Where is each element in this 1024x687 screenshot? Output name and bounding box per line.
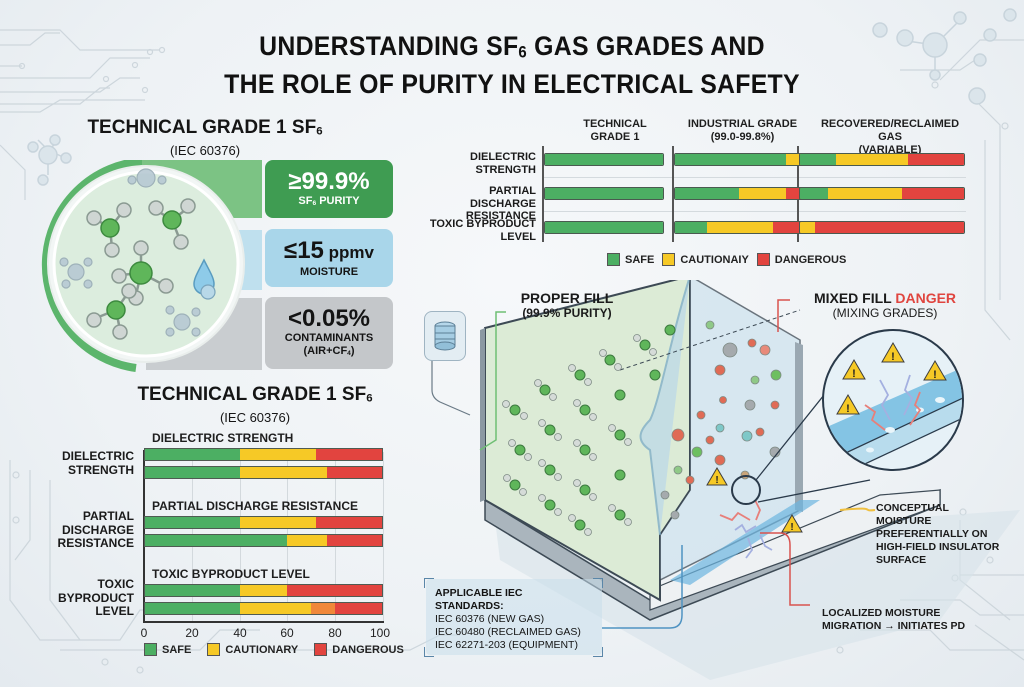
comparison-row-toxic: TOXIC BYPRODUCT LEVEL (429, 218, 536, 243)
chart-bar-toxic-1 (144, 584, 383, 597)
chart-label-partial-discharge: PARTIAL DISCHARGE RESISTANCE (57, 509, 134, 550)
comparison-row-partial-discharge: PARTIAL DISCHARGE RESISTANCE (465, 185, 536, 222)
standard-item: IEC 60376 (NEW GAS) (435, 613, 545, 625)
svg-text:!: ! (846, 403, 850, 415)
svg-text:!: ! (790, 522, 793, 533)
box-corner (593, 647, 603, 657)
legend-caution-swatch (207, 643, 221, 656)
bar-tg1-partial-discharge (544, 187, 664, 200)
chart-bar-partial-discharge-2 (144, 534, 383, 547)
comparison-row-dielectric: DIELECTRIC STRENGTH (470, 151, 536, 176)
comparison-legend: SAFE CAUTIONAIY DANGEROUS (607, 253, 846, 266)
chart-group-title-dielectric: DIELECTRIC STRENGTH (152, 431, 294, 445)
molecule-circle-graphic (41, 160, 262, 372)
comparison-column-recovered-gas: RECOVERED/RECLAIMED GAS (VARIABLE) (820, 118, 960, 156)
chart-bar-dielectric-1 (144, 448, 383, 461)
gas-cylinder-icon-frame (424, 311, 466, 361)
bar-recovered-partial-discharge (799, 187, 965, 200)
bar-tg1-toxic (544, 221, 664, 234)
x-tick: 80 (328, 626, 342, 640)
comparison-axis (542, 146, 544, 242)
legend-safe-swatch (144, 643, 157, 656)
bar-industrial-partial-discharge (674, 187, 810, 200)
x-tick: 20 (185, 626, 199, 640)
bar-industrial-dielectric (674, 153, 810, 166)
iec-standards-box: APPLICABLE IEC STANDARDS: IEC 60376 (NEW… (426, 579, 602, 655)
bottom-chart-standard: (IEC 60376) (219, 409, 291, 425)
x-tick: 0 (140, 626, 148, 640)
chart-group-title-partial-discharge: PARTIAL DISCHARGE RESISTANCE (152, 499, 359, 513)
spec-panel-standard: (IEC 60376) (169, 142, 241, 158)
chart-gridline (383, 452, 384, 622)
gas-cylinder-icon (434, 321, 456, 351)
standard-item: IEC 60480 (RECLAIMED GAS) (435, 626, 581, 638)
legend-danger-swatch (756, 253, 770, 266)
box-corner (424, 578, 434, 588)
proper-fill-callout: PROPER FILL (99.9% PURITY) (520, 290, 614, 320)
spec-panel-title: TECHNICAL GRADE 1 SF6 (IEC 60376) (20, 117, 390, 158)
bar-recovered-toxic (799, 221, 965, 234)
box-corner (424, 647, 434, 657)
comparison-column-technical-grade-1: TECHNICAL GRADE 1 (583, 118, 647, 143)
comparison-column-industrial-grade: INDUSTRIAL GRADE (99.0-99.8%) (687, 118, 798, 143)
chart-x-axis (143, 621, 384, 623)
comparison-gridline (543, 177, 966, 178)
conceptual-moisture-note: CONCEPTUAL MOISTURE PREFERENTIALLY ON HI… (876, 502, 1000, 566)
chart-y-axis (143, 450, 145, 622)
bottom-chart-legend: SAFE CAUTIONARY DANGEROUS (144, 643, 404, 656)
comparison-axis (672, 146, 674, 242)
svg-text:!: ! (933, 369, 937, 381)
chart-bar-partial-discharge-1 (144, 516, 383, 529)
gis-enclosure-illustration: ! ! !!!! (431, 280, 1020, 680)
x-tick: 60 (280, 626, 294, 640)
bar-industrial-toxic (674, 221, 810, 234)
svg-text:!: ! (891, 351, 895, 363)
spec-card-contaminants: <0.05% CONTAMINANTS (AIR+CF4) (265, 297, 393, 369)
chart-label-toxic: TOXIC BYPRODUCT LEVEL (57, 577, 134, 618)
warning-icon: ! ! (706, 467, 803, 533)
x-tick: 100 (369, 626, 391, 640)
bar-tg1-dielectric (544, 153, 664, 166)
chart-bar-dielectric-2 (144, 466, 383, 479)
moisture-migration-note: LOCALIZED MOISTURE MIGRATION → INITIATES… (822, 607, 966, 632)
legend-safe-swatch (607, 253, 620, 266)
spec-card-purity: ≥99.9% SF6 PURITY (265, 160, 393, 218)
page-title: UNDERSTANDING SF6 GAS GRADES AND THE ROL… (224, 31, 800, 100)
svg-text:!: ! (852, 368, 856, 380)
box-corner (593, 578, 603, 588)
chart-bar-toxic-2 (144, 602, 383, 615)
x-tick: 40 (233, 626, 247, 640)
svg-text:!: ! (715, 475, 718, 486)
chart-group-title-toxic: TOXIC BYPRODUCT LEVEL (152, 567, 310, 581)
bar-recovered-dielectric (799, 153, 965, 166)
legend-caution-swatch (662, 253, 676, 266)
bottom-chart-title: TECHNICAL GRADE 1 SF6 (IEC 60376) (110, 384, 400, 425)
mixed-fill-danger-callout: MIXED FILL DANGER (MIXING GRADES) (813, 290, 957, 320)
comparison-gridline (543, 211, 966, 212)
legend-danger-swatch (314, 643, 328, 656)
spec-card-moisture: ≤15 ppmv MOISTURE (265, 229, 393, 287)
chart-label-dielectric: DIELECTRIC STRENGTH (62, 449, 134, 477)
standard-item: IEC 62271-203 (EQUIPMENT) (435, 639, 578, 651)
